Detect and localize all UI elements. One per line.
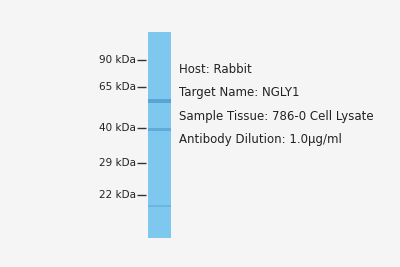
Text: 65 kDa: 65 kDa bbox=[98, 81, 136, 92]
Text: 22 kDa: 22 kDa bbox=[98, 190, 136, 201]
Bar bbox=[148, 32, 171, 238]
Text: Antibody Dilution: 1.0μg/ml: Antibody Dilution: 1.0μg/ml bbox=[179, 134, 342, 147]
Text: Target Name: NGLY1: Target Name: NGLY1 bbox=[179, 86, 299, 99]
Text: 90 kDa: 90 kDa bbox=[99, 55, 136, 65]
Bar bbox=[148, 99, 171, 103]
Bar bbox=[148, 205, 171, 207]
Text: 29 kDa: 29 kDa bbox=[98, 158, 136, 168]
Text: Host: Rabbit: Host: Rabbit bbox=[179, 62, 252, 76]
Text: 40 kDa: 40 kDa bbox=[99, 123, 136, 133]
Bar bbox=[148, 128, 171, 131]
Text: Sample Tissue: 786-0 Cell Lysate: Sample Tissue: 786-0 Cell Lysate bbox=[179, 110, 373, 123]
